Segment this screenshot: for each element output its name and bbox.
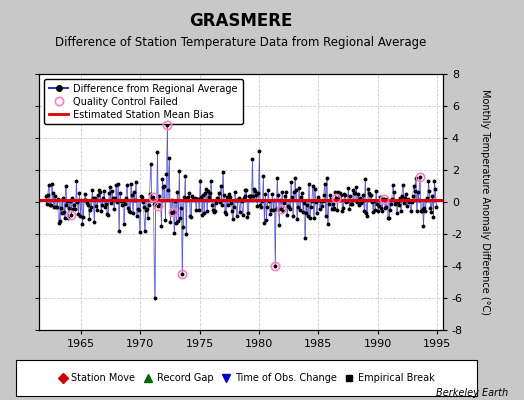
Legend: Station Move, Record Gap, Time of Obs. Change, Empirical Break: Station Move, Record Gap, Time of Obs. C… xyxy=(55,370,438,386)
Text: GRASMERE: GRASMERE xyxy=(189,12,293,30)
Y-axis label: Monthly Temperature Anomaly Difference (°C): Monthly Temperature Anomaly Difference (… xyxy=(479,89,489,315)
Text: Berkeley Earth: Berkeley Earth xyxy=(436,388,508,398)
Legend: Difference from Regional Average, Quality Control Failed, Estimated Station Mean: Difference from Regional Average, Qualit… xyxy=(44,79,243,124)
Text: Difference of Station Temperature Data from Regional Average: Difference of Station Temperature Data f… xyxy=(56,36,427,49)
